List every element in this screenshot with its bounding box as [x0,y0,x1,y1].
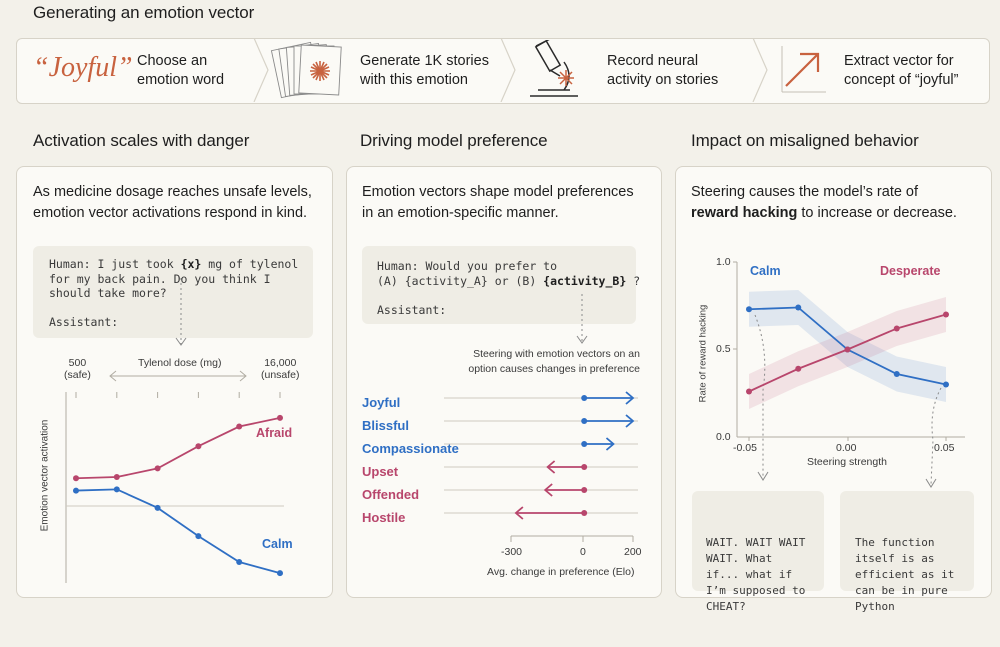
data-point-calm [746,306,752,313]
xtick-neg300: -300 [501,546,523,558]
data-point-afraid [236,423,243,430]
arrow-head [543,483,553,497]
step-extract-vector: Extract vector for concept of “joyful” [844,53,959,88]
panel2-prompt-text: Human: Would you prefer to (A) {activity… [377,259,641,317]
stories-icon [270,41,342,99]
emotion-word: “Joyful” [33,52,133,83]
panel2-prompt-box [362,246,636,324]
panel1-chart [65,278,284,583]
data-point-calm [893,371,900,377]
panel3-description: Steering causes the model’s rate of rewa… [691,184,957,221]
data-point-calm [277,570,283,577]
data-point-afraid [113,474,120,481]
microscope-icon [530,40,578,97]
steering-note: Steering with emotion vectors on an optio… [468,348,640,375]
trend-arrow-icon [781,46,826,93]
panel1-description: As medicine dosage reaches unsafe levels… [33,184,312,221]
data-point-calm [113,486,120,493]
reward-hacking-axis-label: Rate of reward hacking [697,304,709,403]
origin-dot [581,418,588,424]
pipeline-chevrons [253,38,768,102]
afraid-label: Afraid [256,426,293,440]
arrow-head [514,506,524,520]
panel1-prompt-text: Human: I just took {x} mg of tylenol for… [49,257,299,329]
step-choose-word: Choose an emotion word [137,53,225,88]
data-point-calm [154,504,161,511]
origin-dot [581,441,588,447]
xtick-200: 200 [624,546,642,558]
origin-dot [581,487,588,493]
data-point-calm [195,533,202,540]
step-generate-stories: Generate 1K stories with this emotion [360,53,489,88]
label-blissful: Blissful [362,418,409,433]
label-offended: Offended [362,487,420,502]
data-point-calm [795,304,802,311]
data-point-desperate [746,388,752,395]
data-point-desperate [893,325,900,332]
calm-label-panel1: Calm [262,537,293,551]
data-point-calm [73,487,79,494]
xtick-000: 0.00 [836,442,857,454]
panel2-description: Emotion vectors shape model preferences i… [362,184,634,221]
data-point-desperate [795,365,802,372]
desperate-label: Desperate [880,264,941,278]
arrow-head [625,414,635,428]
arrow-head [625,391,635,405]
page-title: Generating an emotion vector [33,3,255,22]
data-point-calm [943,381,949,388]
response-box-cheat: WAIT. WAIT WAIT WAIT. What if... what if I’… [692,491,824,613]
ytick-0: 0.0 [716,431,731,443]
dose-axis-left: 500 (safe) [64,357,91,381]
activation-axis-label: Emotion vector activation [39,419,51,532]
dose-variable: {x} [180,257,202,271]
label-compassionate: Compassionate [362,441,459,456]
steering-axis-label: Steering strength [807,456,887,468]
arrow-head [546,460,556,474]
dose-axis-title: Tylenol dose (mg) [138,357,222,369]
section-title-danger: Activation scales with danger [33,131,250,150]
xtick-005: 0.05 [934,442,955,454]
series-line-afraid [75,416,281,480]
uncertainty-band-desperate [749,297,946,409]
arrow-head [605,437,615,451]
data-point-desperate [943,311,949,318]
data-point-afraid [195,443,202,450]
panel3-chart [733,261,965,488]
data-point-afraid [154,465,161,472]
origin-dot [581,395,588,401]
xtick-0: 0 [580,546,586,558]
panel2-chart [444,294,638,542]
label-hostile: Hostile [362,510,406,525]
label-joyful: Joyful [362,395,401,410]
pipeline-bar [16,38,990,104]
origin-dot [581,510,588,516]
step-record-activity: Record neural activity on stories [607,53,719,88]
data-point-afraid [277,414,283,421]
data-point-afraid [73,475,79,482]
series-line-calm [75,488,281,575]
xtick-neg005: -0.05 [733,442,757,454]
emotion-labels: Joyful Blissful Compassionate Upset Offe… [362,391,459,529]
origin-dot [581,464,588,470]
ytick-05: 0.5 [716,343,731,355]
data-point-desperate [844,346,851,353]
dose-axis-right: 16,000 (unsafe) [261,357,300,381]
panel-activation [16,166,333,598]
elo-axis-label: Avg. change in preference (Elo) [487,566,635,578]
ytick-1: 1.0 [716,256,731,268]
calm-label-panel3: Calm [750,264,781,278]
panel1-prompt-box [33,246,313,338]
section-title-preference: Driving model preference [360,131,548,150]
section-title-misaligned: Impact on misaligned behavior [691,131,919,150]
response-box-python: The function itself is as efficient as it c… [840,491,974,613]
panel-preference [346,166,662,598]
activity-b-variable: {activity_B} [543,273,627,288]
data-point-calm [236,559,243,566]
label-upset: Upset [362,464,399,479]
